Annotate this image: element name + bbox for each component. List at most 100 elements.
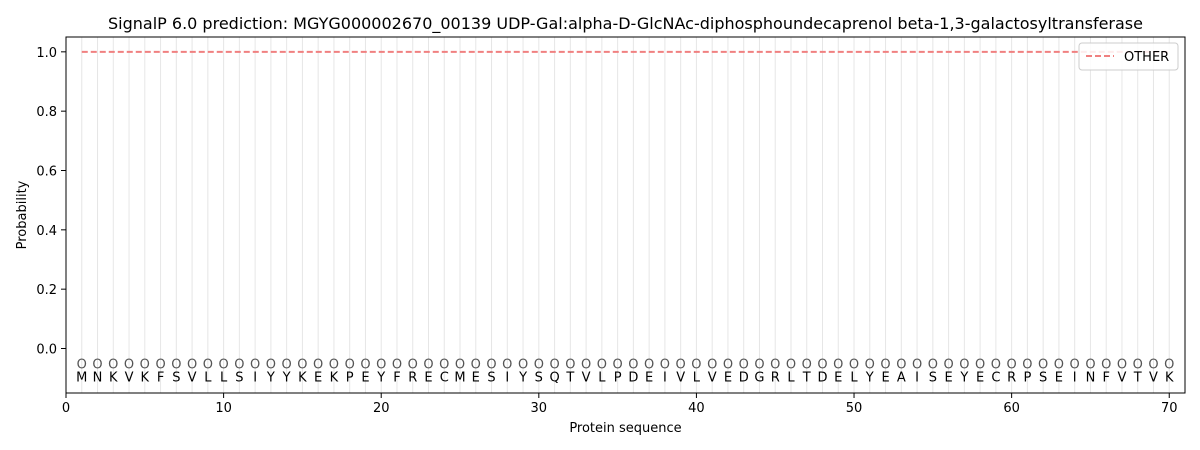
- residue-label: I: [915, 371, 919, 386]
- region-marker: O: [282, 357, 292, 372]
- region-marker: O: [155, 357, 165, 372]
- residue-label: V: [188, 371, 197, 386]
- residue-label: V: [708, 371, 717, 386]
- region-marker: O: [786, 357, 796, 372]
- residue-label: K: [330, 371, 339, 386]
- residue-label: K: [109, 371, 118, 386]
- region-marker: O: [549, 357, 559, 372]
- y-tick-label: 0.0: [36, 343, 57, 358]
- residue-label: L: [693, 371, 701, 386]
- region-marker: O: [723, 357, 733, 372]
- region-marker: O: [707, 357, 717, 372]
- residue-label: F: [1102, 371, 1109, 386]
- residue-label: M: [454, 371, 465, 386]
- residue-label: R: [771, 371, 780, 386]
- residue-label: V: [125, 371, 134, 386]
- region-marker: O: [1117, 357, 1127, 372]
- region-marker: O: [802, 357, 812, 372]
- region-marker: O: [266, 357, 276, 372]
- residue-label: I: [1073, 371, 1077, 386]
- region-marker: O: [1085, 357, 1095, 372]
- region-marker: O: [1007, 357, 1017, 372]
- region-marker: O: [691, 357, 701, 372]
- region-marker: O: [1101, 357, 1111, 372]
- legend-label-other: OTHER: [1124, 50, 1169, 65]
- residue-label: C: [440, 371, 449, 386]
- x-tick-label: 60: [1003, 401, 1020, 416]
- region-marker: O: [187, 357, 197, 372]
- region-marker: O: [660, 357, 670, 372]
- x-tick-label: 10: [215, 401, 232, 416]
- region-marker: O: [912, 357, 922, 372]
- region-marker: O: [597, 357, 607, 372]
- residue-label: L: [204, 371, 212, 386]
- residue-label: F: [157, 371, 164, 386]
- region-marker: O: [1070, 357, 1080, 372]
- region-marker: O: [754, 357, 764, 372]
- region-marker: O: [376, 357, 386, 372]
- x-tick-label: 50: [846, 401, 863, 416]
- residue-label: T: [1133, 371, 1142, 386]
- residue-label: D: [739, 371, 749, 386]
- region-marker: O: [959, 357, 969, 372]
- residue-label: M: [76, 371, 87, 386]
- x-tick-label: 0: [62, 401, 70, 416]
- residue-label: I: [253, 371, 257, 386]
- residue-label: R: [1007, 371, 1016, 386]
- region-marker: O: [518, 357, 528, 372]
- residue-label: V: [1118, 371, 1127, 386]
- residue-labels: OMONOKOVOKOFOSOVOLOLOSOIOYOYOKOEOKOPOEOY…: [76, 357, 1174, 385]
- residue-label: I: [505, 371, 509, 386]
- region-marker: O: [124, 357, 134, 372]
- residue-label: D: [628, 371, 638, 386]
- residue-label: S: [487, 371, 495, 386]
- y-axis-ticks: 0.0 0.2 0.4 0.6 0.8 1.0: [36, 46, 66, 358]
- region-marker: O: [218, 357, 228, 372]
- chart-title: SignalP 6.0 prediction: MGYG000002670_00…: [108, 14, 1143, 34]
- residue-label: E: [724, 371, 732, 386]
- residue-label: Y: [266, 371, 275, 386]
- region-marker: O: [1038, 357, 1048, 372]
- residue-label: L: [220, 371, 228, 386]
- y-tick-label: 0.4: [36, 224, 57, 239]
- region-marker: O: [1054, 357, 1064, 372]
- residue-label: A: [897, 371, 906, 386]
- residue-label: K: [141, 371, 150, 386]
- region-marker: O: [676, 357, 686, 372]
- residue-label: Y: [865, 371, 874, 386]
- residue-label: E: [976, 371, 984, 386]
- y-tick-label: 0.2: [36, 283, 57, 298]
- residue-label: R: [408, 371, 417, 386]
- residue-label: E: [1055, 371, 1063, 386]
- legend-box: [1078, 42, 1179, 71]
- region-marker: O: [581, 357, 591, 372]
- residue-label: Y: [959, 371, 968, 386]
- residue-label: E: [314, 371, 322, 386]
- residue-label: Y: [518, 371, 527, 386]
- y-tick-label: 1.0: [36, 46, 57, 61]
- residue-label: Y: [282, 371, 291, 386]
- residue-label: L: [787, 371, 795, 386]
- region-marker: O: [1133, 357, 1143, 372]
- region-marker: O: [565, 357, 575, 372]
- plot-area-frame: [65, 36, 1186, 394]
- region-marker: O: [1148, 357, 1158, 372]
- region-marker: O: [928, 357, 938, 372]
- x-tick-label: 40: [688, 401, 705, 416]
- region-marker: O: [297, 357, 307, 372]
- residue-label: S: [172, 371, 180, 386]
- region-marker: O: [644, 357, 654, 372]
- region-marker: O: [1164, 357, 1174, 372]
- x-axis-label: Protein sequence: [569, 421, 681, 436]
- region-marker: O: [203, 357, 213, 372]
- region-marker: O: [486, 357, 496, 372]
- residue-label: D: [817, 371, 827, 386]
- region-marker: O: [943, 357, 953, 372]
- region-marker: O: [896, 357, 906, 372]
- residue-label: S: [235, 371, 243, 386]
- region-marker: O: [360, 357, 370, 372]
- y-tick-label: 0.8: [36, 105, 57, 120]
- residue-label: S: [535, 371, 543, 386]
- region-marker: O: [140, 357, 150, 372]
